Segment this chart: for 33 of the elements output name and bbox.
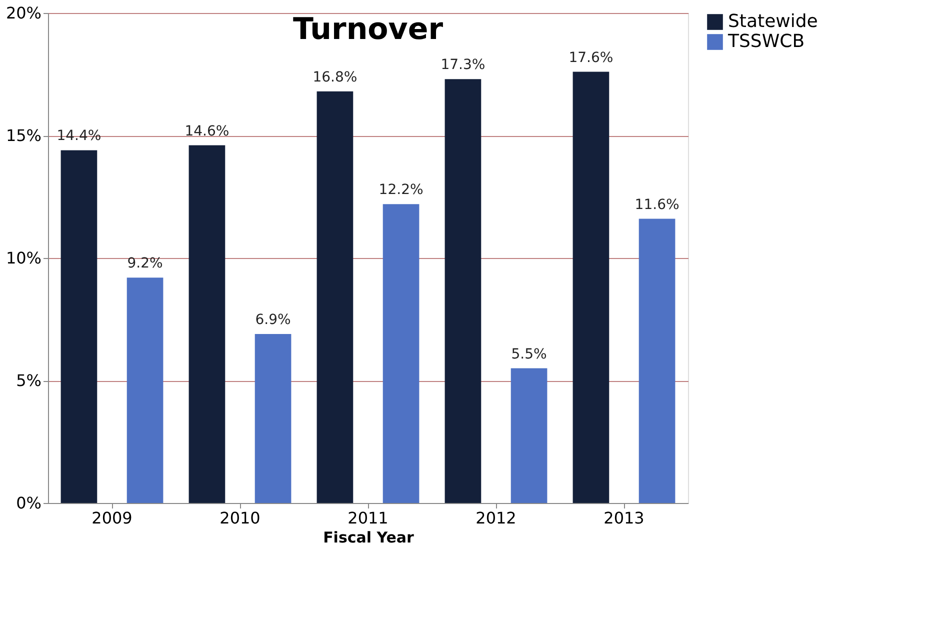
x-tick-label: 2013 [604,508,644,528]
x-tick-label: 2009 [92,508,132,528]
bar [510,368,548,503]
bar [638,218,676,503]
data-label: 5.5% [511,346,547,362]
data-label: 14.6% [184,123,230,140]
data-label: 6.9% [255,312,291,328]
y-tick-label: 0% [16,494,42,512]
bar [316,91,354,503]
bar [188,145,226,503]
legend-label: TSSWCB [727,31,805,52]
data-label: 17.3% [440,57,486,74]
bar [254,334,292,503]
bar [572,72,610,503]
data-label: 17.6% [568,50,614,66]
bar [382,204,420,503]
y-tick-label: 10% [6,248,42,268]
chart-title: Turnover [293,12,444,47]
x-tick-label: 2010 [220,508,260,528]
legend-label: Statewide [728,11,818,32]
data-label: 12.2% [378,182,424,198]
x-axis-title: Fiscal Year [323,528,415,546]
bar [126,278,164,503]
bar [444,79,482,503]
x-tick-label: 2012 [476,508,516,528]
bar [60,150,98,503]
y-tick-label: 15% [6,126,42,145]
data-label: 9.2% [127,256,163,272]
y-tick-label: 20% [6,4,42,22]
y-tick-label: 5% [16,371,42,390]
data-label: 11.6% [634,196,680,213]
data-label: 16.8% [312,69,358,86]
x-tick-label: 2011 [348,508,388,528]
